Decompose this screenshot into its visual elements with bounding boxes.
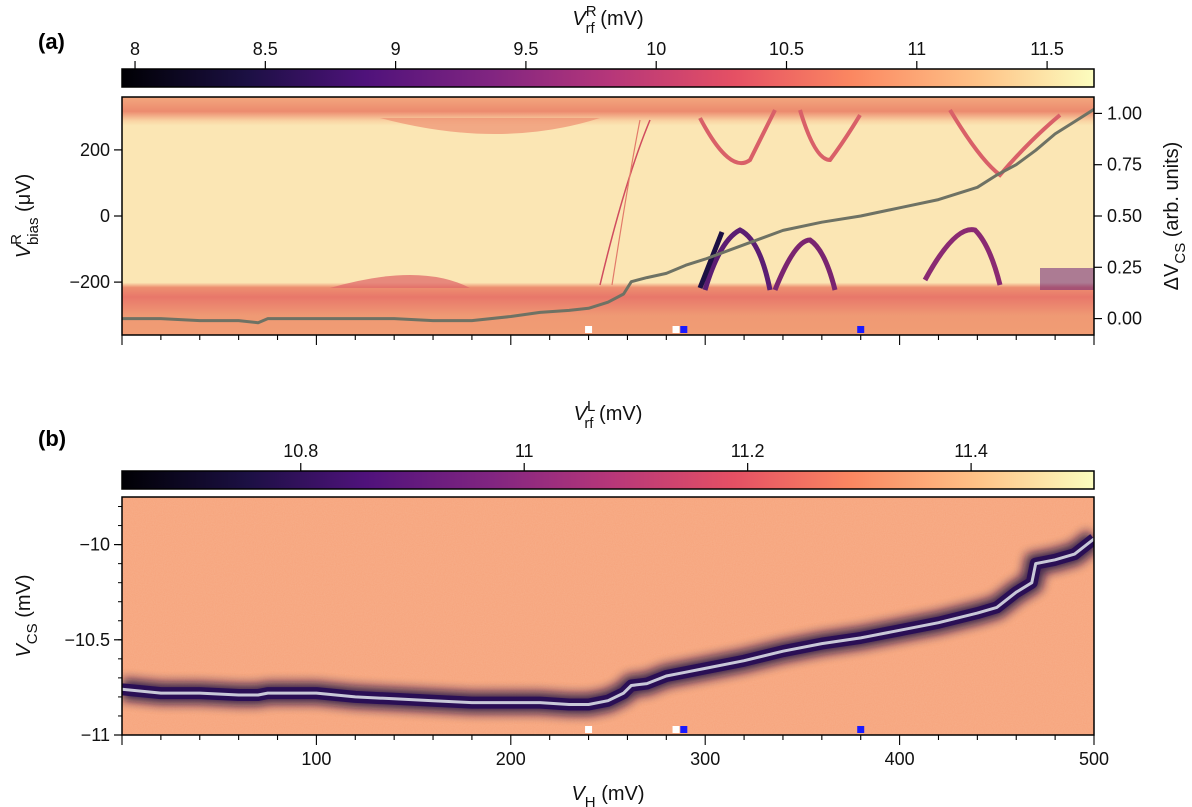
y-tick-label: 0 <box>100 206 110 226</box>
marker <box>672 326 680 333</box>
colorbar-a-gradient <box>121 68 1095 88</box>
heatmap-a-background <box>122 97 1094 335</box>
y-tick-label: 200 <box>80 140 110 160</box>
y-tick-label: −200 <box>69 272 110 292</box>
colorbar-tick-label: 10 <box>646 39 666 59</box>
colorbar-tick-label: 9.5 <box>513 39 538 59</box>
y-tick-label: −10 <box>79 535 110 555</box>
heatmap-a-feature <box>599 119 651 286</box>
plot-b-frame <box>121 496 1095 736</box>
x-tick-label: 300 <box>690 749 720 769</box>
heatmap-a <box>122 97 1094 335</box>
heatmap-a-lobe <box>380 118 600 134</box>
panel-a-label: (a) <box>38 29 65 54</box>
y2-tick-label: 0.00 <box>1107 309 1142 329</box>
markers-b <box>585 726 865 733</box>
y-tick-label: −10.5 <box>64 630 110 650</box>
colorbar-tick-label: 11.2 <box>731 441 765 461</box>
y2-tick-label: 0.50 <box>1107 206 1142 226</box>
x-tick-label: 100 <box>301 749 331 769</box>
heatmap-a-feature <box>697 231 725 289</box>
heatmap-a-feature <box>698 109 777 166</box>
heatmap-a-feature <box>948 108 1062 178</box>
heatmap-a-feature <box>1040 268 1094 290</box>
y2-tick-label: 1.00 <box>1107 103 1142 123</box>
colorbar-a-ticks: 8 8.5 9 9.5 10 10.5 11 11.5 <box>130 39 1064 69</box>
series-a-trace <box>122 108 1094 325</box>
colorbar-a-label: VR rf (mV) <box>572 3 643 37</box>
colorbar-tick-label: 11 <box>515 441 534 461</box>
series-a-line <box>122 108 1094 325</box>
colorbar-b: VL rf (mV) 10.8 11 11.2 11.4 <box>121 398 1095 490</box>
series-b-line <box>122 537 1094 706</box>
plot-a-y2label: ΔVCS (arb. units) <box>1161 142 1189 291</box>
x-tick-label: 400 <box>885 749 915 769</box>
panel-b-label: (b) <box>38 426 66 451</box>
marker <box>585 726 593 733</box>
plot-b-xlabel: VH (mV) <box>571 783 644 807</box>
marker <box>672 726 680 733</box>
colorbar-tick-label: 8 <box>130 39 140 59</box>
x-tick-label: 200 <box>496 749 526 769</box>
markers-a <box>585 326 865 333</box>
marker <box>857 726 865 733</box>
heatmap-a-feature <box>798 109 862 163</box>
marker <box>585 326 593 333</box>
colorbar-tick-label: 9 <box>391 39 401 59</box>
colorbar-tick-label: 11 <box>907 39 926 59</box>
y-tick-label: −11 <box>81 725 110 745</box>
colorbar-a: VR rf (mV) 8 8.5 9 9.5 10 10.5 11 11.5 <box>121 3 1095 88</box>
colorbar-tick-label: 11.5 <box>1030 39 1064 59</box>
plot-b-ylabel: VCS (mV) <box>13 574 41 657</box>
colorbar-tick-label: 11.4 <box>954 441 988 461</box>
colorbar-b-ticks: 10.8 11 11.2 11.4 <box>283 441 988 471</box>
heatmap-a-lobe <box>330 275 470 288</box>
heatmap-a-feature <box>772 237 838 291</box>
colorbar-tick-label: 10.8 <box>283 441 318 461</box>
heatmap-a-feature <box>922 227 1003 286</box>
marker <box>857 326 865 333</box>
colorbar-b-label: VL rf (mV) <box>574 398 643 432</box>
heatmap-a-feature <box>611 119 641 286</box>
heatmap-b <box>122 497 1094 735</box>
heatmap-a-feature <box>702 227 773 291</box>
axes-a: 200 0 −200 1.00 0.75 0.50 0.25 0.00 <box>69 103 1142 345</box>
marker <box>680 726 688 733</box>
colorbar-tick-label: 10.5 <box>769 39 804 59</box>
axes-b: −10 −10.5 −11 100 200 300 400 500 <box>64 506 1109 769</box>
x-tick-label: 500 <box>1079 749 1109 769</box>
plot-a-ylabel: VRbias (μV) <box>8 174 42 258</box>
colorbar-b-gradient <box>121 470 1095 490</box>
colorbar-tick-label: 8.5 <box>253 39 278 59</box>
y2-tick-label: 0.75 <box>1107 155 1142 175</box>
y2-tick-label: 0.25 <box>1107 257 1142 277</box>
marker <box>680 326 688 333</box>
series-b-trace <box>122 530 1094 716</box>
